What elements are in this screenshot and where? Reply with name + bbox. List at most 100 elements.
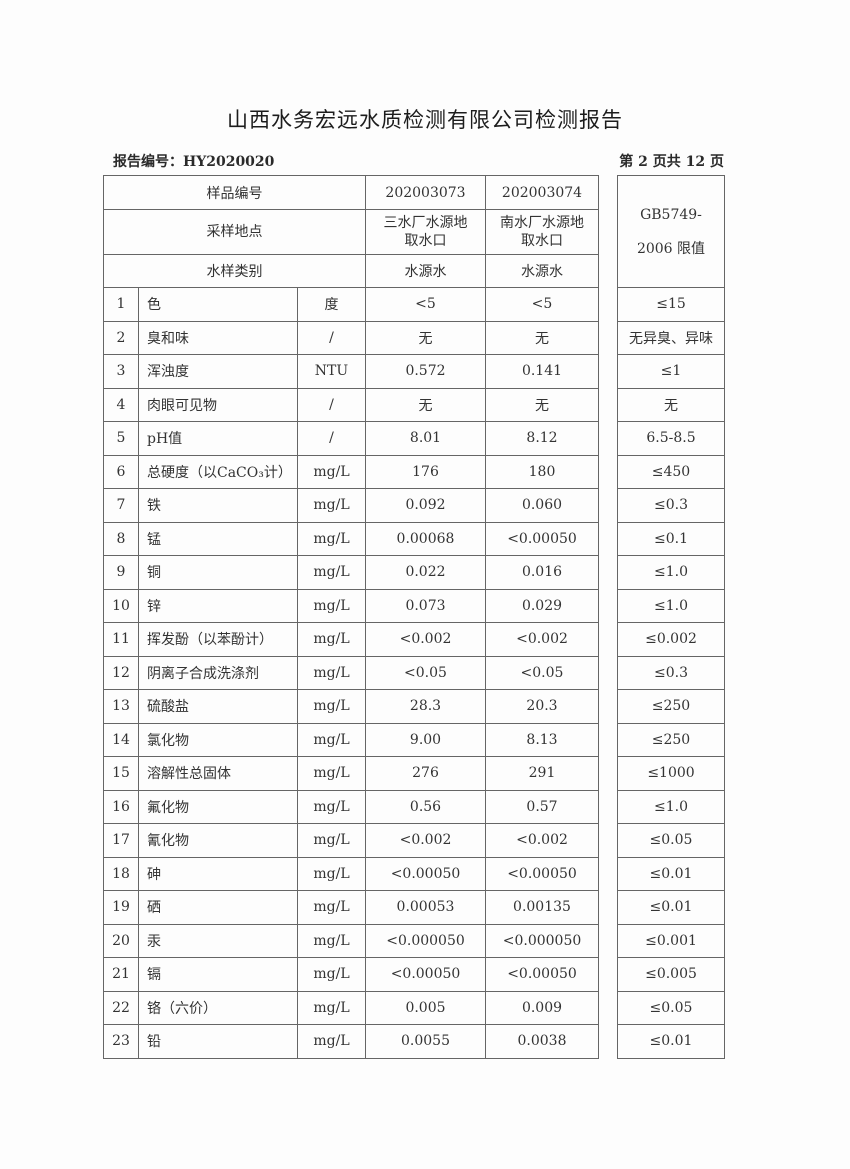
unit: mg/L: [297, 890, 366, 925]
limit-value: ≤0.01: [617, 1024, 725, 1059]
report-number: 报告编号：HY2020020: [113, 154, 275, 170]
gap: [598, 723, 618, 757]
sample2-value: 无: [485, 320, 599, 355]
item-name: 氯化物: [138, 722, 298, 757]
table-row: 17 氰化物 mg/L <0.002 <0.002 ≤0.05: [103, 823, 725, 858]
sample1-value: <0.00050: [365, 856, 486, 891]
item-name: 汞: [138, 923, 298, 958]
table-row: 12 阴离子合成洗涤剂 mg/L <0.05 <0.05 ≤0.3: [103, 655, 725, 690]
sample1-value: 28.3: [365, 689, 486, 724]
table-row: 15 溶解性总固体 mg/L 276 291 ≤1000: [103, 756, 725, 791]
sample2-value: 291: [485, 756, 599, 791]
limit-value: ≤250: [617, 722, 725, 757]
sample2-value: 8.13: [485, 722, 599, 757]
row-number: 17: [103, 823, 139, 858]
table-row: 5 pH值/8.01 8.12 6.5-8.5: [103, 421, 725, 456]
sample1-value: 9.00: [365, 722, 486, 757]
sample2-value: 0.141: [485, 354, 599, 389]
sample2-value: 20.3: [485, 689, 599, 724]
sample1-value: 0.56: [365, 789, 486, 824]
unit: /: [297, 421, 366, 456]
item-name: 硫酸盐: [138, 689, 298, 724]
sample1-value: 无: [365, 387, 486, 422]
row-number: 18: [103, 856, 139, 891]
row-number: 23: [103, 1024, 139, 1059]
item-name: 总硬度（以CaCO₃计）: [138, 454, 298, 489]
sample2-value: <0.00050: [485, 521, 599, 556]
unit: /: [297, 320, 366, 355]
gap: [598, 455, 618, 489]
sample1-value: <5: [365, 287, 486, 322]
sample1-value: 0.073: [365, 588, 486, 623]
gap: [598, 1024, 618, 1058]
limit-value: ≤1000: [617, 756, 725, 791]
limit-value: ≤0.3: [617, 655, 725, 690]
row-number: 13: [103, 689, 139, 724]
gap: [598, 957, 618, 991]
limit-value: ≤0.001: [617, 923, 725, 958]
sample2-value: <0.05: [485, 655, 599, 690]
sample1-value: 无: [365, 320, 486, 355]
sample1-value: 0.00053: [365, 890, 486, 925]
sample1-value: 0.022: [365, 555, 486, 590]
table-row: 1 色度 <5 <5 ≤15: [103, 287, 725, 322]
limit-value: ≤0.01: [617, 890, 725, 925]
limit-value: ≤1.0: [617, 789, 725, 824]
unit: mg/L: [297, 588, 366, 623]
item-name: 溶解性总固体: [138, 756, 298, 791]
sample1-value: 0.092: [365, 488, 486, 523]
sample1-value: <0.00050: [365, 957, 486, 992]
item-name: 砷: [138, 856, 298, 891]
gap: [598, 622, 618, 656]
sample1-value: 276: [365, 756, 486, 791]
unit: mg/L: [297, 488, 366, 523]
sample2-value: 无: [485, 387, 599, 422]
row-number: 20: [103, 923, 139, 958]
unit: mg/L: [297, 521, 366, 556]
sample2-value: 8.12: [485, 421, 599, 456]
row-number: 11: [103, 622, 139, 657]
table-row: 7 铁 mg/L 0.092 0.060 ≤0.3: [103, 488, 725, 523]
limit-value: ≤0.002: [617, 622, 725, 657]
sample1-value: 0.00068: [365, 521, 486, 556]
sample2-value: <0.000050: [485, 923, 599, 958]
unit: mg/L: [297, 622, 366, 657]
gap: [598, 924, 618, 958]
item-name: 铅: [138, 1024, 298, 1059]
row-number: 1: [103, 287, 139, 322]
table-row: 13 硫酸盐 mg/L 28.3 20.3 ≤250: [103, 689, 725, 724]
row-number: 9: [103, 555, 139, 590]
sample2-value: 0.060: [485, 488, 599, 523]
gap: [598, 421, 618, 455]
gap: [598, 555, 618, 589]
row-number: 22: [103, 990, 139, 1025]
row-number: 21: [103, 957, 139, 992]
table-row: 2 臭和味 / 无无无异臭、异味: [103, 320, 725, 355]
item-name: 氟化物: [138, 789, 298, 824]
sample1-value: <0.000050: [365, 923, 486, 958]
sample-no-label: 样品编号: [103, 175, 366, 210]
gap: [598, 857, 618, 891]
unit: mg/L: [297, 789, 366, 824]
item-name: pH值: [138, 421, 298, 456]
table-row: 9 铜 mg/L 0.022 0.016 ≤1.0: [103, 555, 725, 590]
limit-value: ≤1: [617, 354, 725, 389]
sample1-value: <0.002: [365, 622, 486, 657]
sample2-value: 0.029: [485, 588, 599, 623]
row-number: 16: [103, 789, 139, 824]
sample2-value: 0.016: [485, 555, 599, 590]
limit-value: ≤1.0: [617, 555, 725, 590]
unit: mg/L: [297, 957, 366, 992]
unit: mg/L: [297, 856, 366, 891]
row-number: 2: [103, 320, 139, 355]
results-table: 样品编号 202003073 202003074 GB5749-2006 限值 …: [103, 175, 725, 1059]
gap: [598, 756, 618, 790]
table-row: 6 总硬度（以CaCO₃计） mg/L 176 180 ≤450: [103, 454, 725, 489]
table-row: 19 硒 mg/L 0.00053 0.00135 ≤0.01: [103, 890, 725, 925]
gap: [598, 354, 618, 388]
sample1-value: 0.005: [365, 990, 486, 1025]
table-row: 20 汞 mg/L <0.000050 <0.000050 ≤0.001: [103, 923, 725, 958]
limit-value: ≤1.0: [617, 588, 725, 623]
sample2-value: <0.00050: [485, 856, 599, 891]
table-row: 21 镉 mg/L <0.00050 <0.00050 ≤0.005: [103, 957, 725, 992]
